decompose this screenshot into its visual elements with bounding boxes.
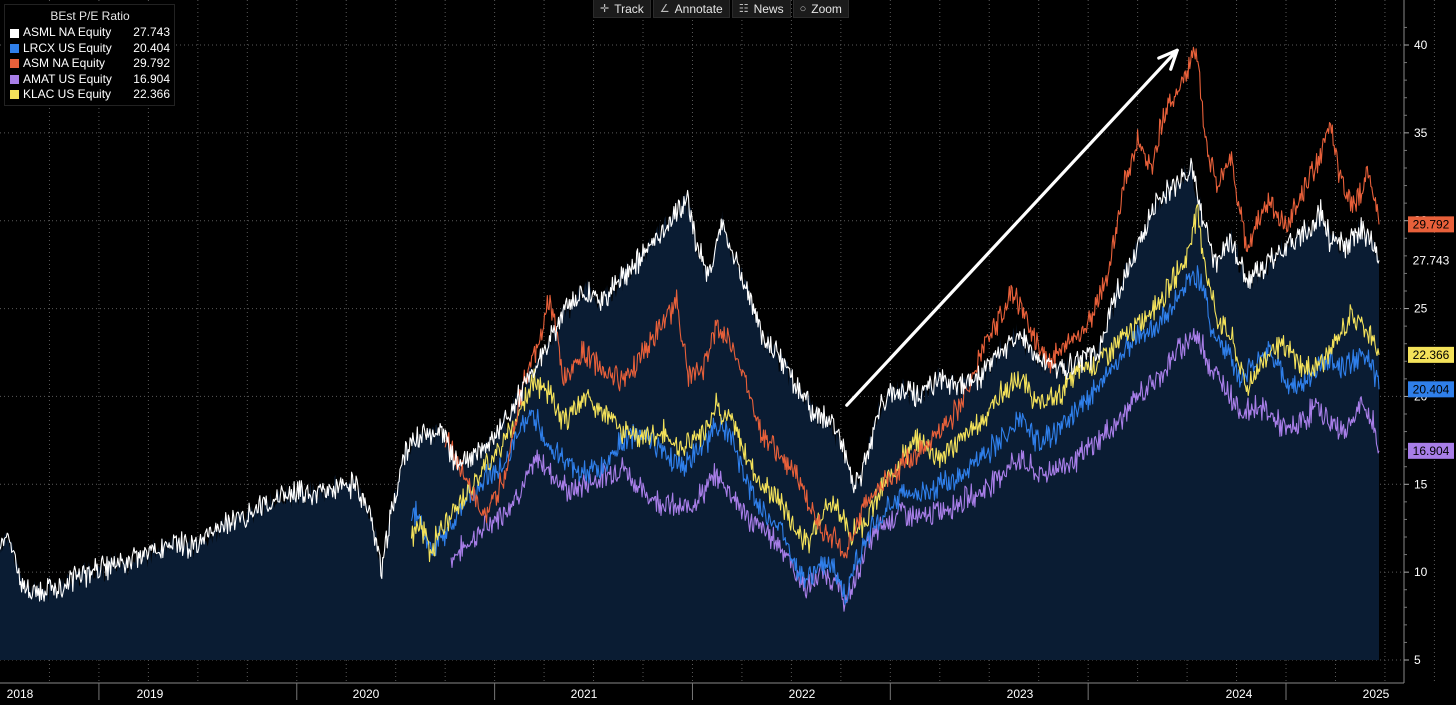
series-line-lrcx [410, 265, 1380, 605]
news-button[interactable]: ☷ News [731, 0, 791, 18]
legend-swatch [10, 59, 19, 69]
legend-item-value: 27.743 [133, 25, 170, 40]
news-label: News [753, 1, 784, 16]
legend-swatch [10, 44, 19, 54]
legend-item-name: ASM NA Equity [23, 56, 106, 71]
magnifier-icon: ○ [799, 2, 807, 15]
zoom-button[interactable]: ○ Zoom [792, 0, 849, 18]
zoom-label: Zoom [811, 1, 842, 16]
last-value-label-asm: 29.792 [1413, 217, 1450, 231]
y-tick-label: 15 [1414, 477, 1428, 491]
legend-item-name: KLAC US Equity [23, 87, 112, 102]
legend-item[interactable]: AMAT US Equity 16.904 [10, 72, 170, 87]
legend-swatch [10, 28, 19, 38]
legend-item-value: 20.404 [133, 40, 170, 55]
series-lines-layer [0, 46, 1380, 612]
pencil-icon: ∠ [659, 3, 670, 15]
legend-item-name: ASML NA Equity [23, 25, 112, 40]
legend-item[interactable]: LRCX US Equity 20.404 [10, 41, 170, 56]
legend-title: BEst P/E Ratio [50, 9, 130, 23]
trend-arrow-head [1157, 48, 1179, 71]
last-value-badge-lrcx [1408, 381, 1454, 398]
series-line-amat [450, 327, 1380, 612]
x-tick-label: 2020 [353, 687, 380, 701]
track-label: Track [614, 1, 644, 16]
legend-item-value: 22.366 [133, 87, 170, 102]
legend-item[interactable]: ASM NA Equity 29.792 [10, 56, 170, 71]
last-value-label-amat: 16.904 [1413, 444, 1450, 458]
legend-item-value: 29.792 [133, 56, 170, 71]
trend-arrow-line [845, 48, 1179, 407]
x-tick-label: 2024 [1226, 687, 1253, 701]
last-value-badge-asml [1407, 251, 1455, 269]
x-tick-label: 2023 [1007, 687, 1034, 701]
legend-swatch [10, 74, 19, 84]
legend-item[interactable]: ASML NA Equity 27.743 [10, 25, 170, 40]
crosshair-icon: ✛ [600, 3, 610, 15]
last-value-badge-asm [1408, 216, 1454, 233]
last-value-label-lrcx: 20.404 [1413, 382, 1450, 396]
annotate-label: Annotate [674, 1, 723, 16]
area-fill-layer [0, 158, 1379, 660]
legend-item-value: 16.904 [133, 71, 170, 86]
last-value-badge-amat [1408, 442, 1454, 459]
x-tick-label: 2019 [137, 687, 164, 701]
x-tick-label: 2022 [789, 687, 816, 701]
y-tick-label: 25 [1414, 302, 1428, 316]
last-value-label-klac: 22.366 [1413, 348, 1450, 362]
legend-item[interactable]: KLAC US Equity 22.366 [10, 87, 170, 102]
y-tick-label: 40 [1414, 38, 1428, 52]
annotate-button[interactable]: ∠ Annotate [652, 0, 730, 18]
legend-swatch [10, 90, 19, 100]
series-line-klac [410, 203, 1380, 563]
chart-toolbar: ✛ Track ∠ Annotate ☷ News ○ Zoom [593, 0, 849, 18]
legend-item-name: AMAT US Equity [23, 71, 112, 86]
series-line-asm [444, 46, 1380, 559]
y-tick-label: 5 [1414, 653, 1421, 667]
news-icon: ☷ [738, 3, 749, 15]
annotation-layer [845, 48, 1179, 407]
x-tick-label: 2021 [571, 687, 598, 701]
legend-item-name: LRCX US Equity [23, 40, 112, 55]
last-value-badge-klac [1408, 346, 1454, 363]
legend: BEst P/E Ratio ASML NA Equity 27.743 LRC… [4, 4, 175, 107]
series-line-asml [0, 157, 1380, 602]
x-tick-label: 2018 [7, 687, 34, 701]
track-button[interactable]: ✛ Track [593, 0, 651, 18]
x-axis-band [0, 683, 1404, 705]
y-tick-label: 10 [1414, 565, 1428, 579]
asml-area-fill [0, 158, 1379, 660]
x-tick-label: 2025 [1363, 687, 1390, 701]
last-value-label-asml: 27.743 [1413, 253, 1450, 267]
y-tick-label: 35 [1414, 126, 1428, 140]
